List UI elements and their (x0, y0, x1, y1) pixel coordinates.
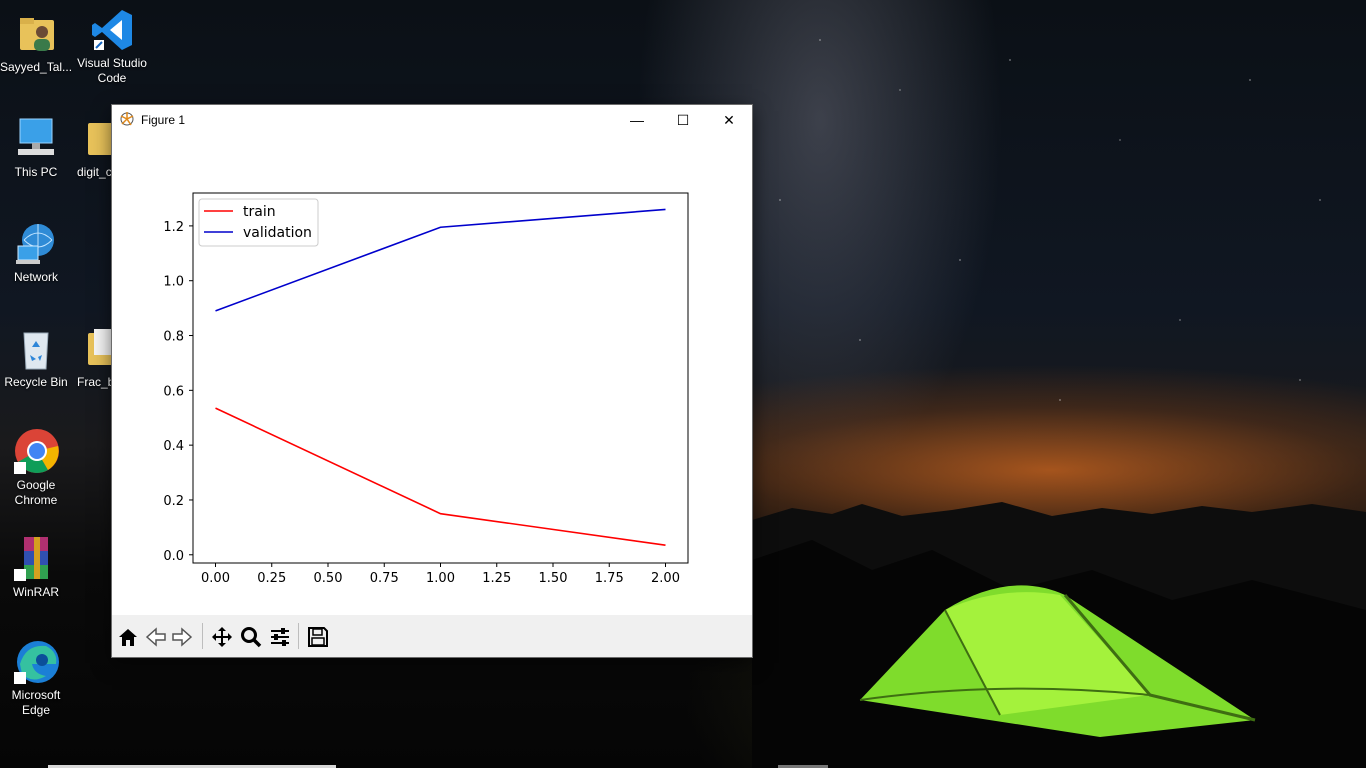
plot-lines (215, 208, 666, 546)
save-icon[interactable] (306, 625, 330, 649)
x-tick-label: 0.00 (201, 571, 230, 586)
winrar-icon (12, 535, 60, 583)
back-icon[interactable] (144, 625, 168, 649)
computer-icon (12, 115, 60, 163)
y-tick-label: 0.8 (163, 330, 184, 345)
folder-icon (82, 325, 112, 373)
matplotlib-icon (119, 111, 135, 127)
desktop-icon-this-pc[interactable]: This PC (0, 115, 72, 180)
folder-icon (82, 115, 112, 163)
desktop-icon-winrar[interactable]: WinRAR (0, 535, 72, 600)
legend: train validation (198, 198, 319, 247)
window-title: Figure 1 (141, 113, 186, 127)
desktop-icon-vscode[interactable]: Visual Studio Code (76, 6, 148, 86)
navigation-toolbar (112, 615, 752, 657)
y-tick-label: 0.4 (163, 439, 184, 454)
home-icon[interactable] (116, 625, 140, 649)
network-icon (12, 220, 60, 268)
configure-subplots-icon[interactable] (268, 625, 292, 649)
chrome-icon (12, 428, 60, 476)
desktop-icon-user-folder[interactable]: Sayyed_Tal... (0, 10, 72, 75)
desktop-icon-chrome[interactable]: Google Chrome (0, 428, 72, 508)
x-tick-label: 1.50 (539, 571, 568, 586)
wallpaper-tent (859, 585, 1256, 737)
minimize-button[interactable]: — (614, 105, 660, 135)
title-bar[interactable]: Figure 1 — ☐ ✕ (112, 105, 752, 135)
desktop-icon-recycle-bin[interactable]: Recycle Bin (0, 325, 72, 390)
forward-icon[interactable] (170, 625, 194, 649)
y-tick-label: 1.0 (163, 275, 184, 290)
legend-validation-label: validation (243, 225, 312, 241)
legend-train-label: train (243, 204, 276, 220)
close-icon: ✕ (723, 111, 735, 128)
user-folder-icon (12, 10, 60, 58)
axes-frame (192, 192, 689, 564)
figure-window[interactable]: Figure 1 — ☐ ✕ 0.00 0.25 0.50 0.75 1.00 1.25 1… (112, 105, 752, 657)
taskbar-edge (778, 765, 828, 768)
y-tick-label: 0.2 (163, 494, 184, 509)
close-button[interactable]: ✕ (706, 105, 752, 135)
y-tick-label: 0.6 (163, 384, 184, 399)
x-tick-label: 1.00 (426, 571, 455, 586)
taskbar-edge (48, 765, 336, 768)
plot-canvas[interactable]: 0.00 0.25 0.50 0.75 1.00 1.25 1.50 1.75 2.00 0.0… (112, 135, 752, 615)
x-tick-label: 0.50 (314, 571, 343, 586)
minimize-icon: — (630, 112, 644, 128)
x-axis: 0.00 0.25 0.50 0.75 1.00 1.25 1.50 1.75 2.00 (201, 563, 680, 586)
x-tick-label: 0.25 (257, 571, 286, 586)
recycle-bin-icon (12, 325, 60, 373)
zoom-icon[interactable] (239, 625, 263, 649)
x-tick-label: 0.75 (370, 571, 399, 586)
maximize-button[interactable]: ☐ (660, 105, 706, 135)
desktop-icon-digit-folder[interactable]: digit_c (76, 115, 112, 180)
toolbar-separator (202, 623, 203, 649)
toolbar-separator (298, 623, 299, 649)
y-tick-label: 1.2 (163, 220, 184, 235)
desktop-icon-network[interactable]: Network (0, 220, 72, 285)
vscode-icon (88, 6, 136, 54)
desktop-icon-frac-folder[interactable]: Frac_b (76, 325, 112, 390)
x-tick-label: 2.00 (651, 571, 680, 586)
y-tick-label: 0.0 (163, 549, 184, 564)
y-axis: 0.0 0.2 0.4 0.6 0.8 1.0 1.2 (163, 220, 193, 564)
x-tick-label: 1.75 (595, 571, 624, 586)
maximize-icon: ☐ (676, 111, 690, 128)
desktop-icon-edge[interactable]: Microsoft Edge (0, 638, 72, 718)
x-tick-label: 1.25 (482, 571, 511, 586)
pan-icon[interactable] (210, 625, 234, 649)
edge-icon (12, 638, 60, 686)
